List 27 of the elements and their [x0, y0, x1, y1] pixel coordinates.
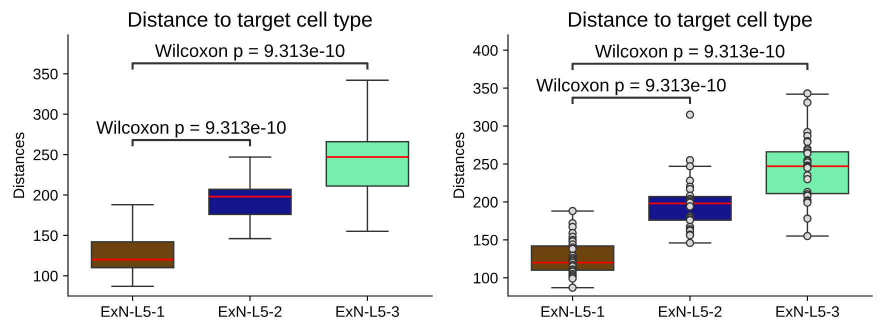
annotation: Wilcoxon p = 9.313e-10: [536, 78, 726, 96]
y-tick-label: 400: [473, 45, 498, 56]
y-tick-label: 350: [33, 68, 58, 80]
y-tick-label: 200: [474, 196, 498, 208]
y-tick-label: 150: [474, 234, 498, 246]
annotation: Wilcoxon p = 9.313e-10: [96, 120, 286, 138]
x-tick-label: ExN-L5-3: [336, 306, 400, 317]
y-tick-label: 300: [473, 120, 498, 132]
chart-title: Distance to target cell type: [128, 12, 372, 31]
annotation: Wilcoxon p = 9.313e-10: [154, 44, 344, 61]
y-tick-label: 100: [474, 272, 498, 284]
y-axis-title: Distances: [452, 132, 464, 198]
chart-title: Distance to target cell type: [568, 12, 812, 31]
y-axis-title: Distances: [12, 132, 24, 198]
y-tick-label: 250: [474, 158, 498, 170]
x-tick-label: ExN-L5-1: [102, 306, 164, 317]
annotation: Wilcoxon p = 9.313e-10: [594, 44, 784, 62]
x-tick-label: ExN-L5-3: [776, 306, 840, 317]
y-tick-label: 100: [34, 270, 58, 282]
x-tick-label: ExN-L5-2: [218, 306, 282, 317]
y-tick-label: 200: [34, 190, 58, 201]
y-tick-label: 300: [33, 109, 58, 120]
y-tick-label: 250: [34, 149, 58, 160]
x-tick-label: ExN-L5-2: [658, 306, 722, 317]
y-tick-label: 150: [34, 230, 58, 242]
x-tick-label: ExN-L5-1: [542, 306, 604, 317]
y-tick-label: 350: [473, 82, 498, 94]
